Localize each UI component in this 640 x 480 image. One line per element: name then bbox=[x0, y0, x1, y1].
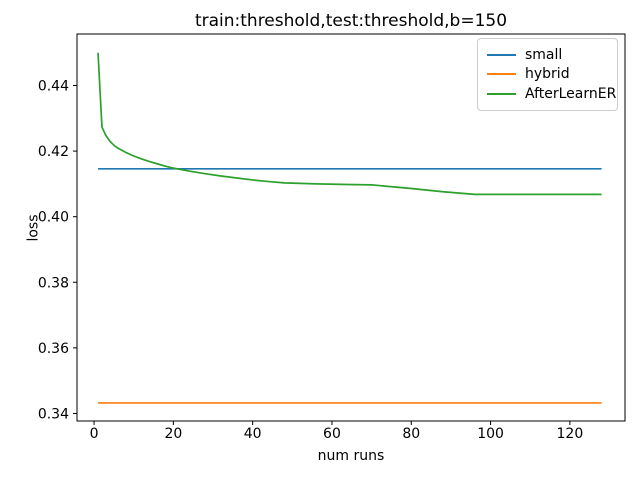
legend-line-sample-hybrid bbox=[487, 73, 516, 76]
legend-label: hybrid bbox=[525, 66, 570, 83]
y-axis-label: loss bbox=[25, 214, 42, 242]
y-tick-label: 0.40 bbox=[38, 210, 69, 226]
series-line-afterlearner bbox=[97, 52, 602, 196]
axis-ticks: 0 20 40 60 80 100 120 0.34 0.36 0.38 0.40 0.42 0.44 bbox=[38, 78, 583, 442]
x-tick-label: 100 bbox=[477, 426, 504, 442]
legend-label: small bbox=[525, 46, 563, 63]
legend-item-afterlearner: AfterLearnER bbox=[487, 84, 616, 104]
chart-title: train:threshold,test:threshold,b=150 bbox=[194, 11, 508, 31]
x-tick-label: 40 bbox=[244, 426, 262, 442]
legend-label: AfterLearnER bbox=[525, 85, 617, 102]
y-tick-label: 0.42 bbox=[38, 144, 69, 160]
x-tick-label: 80 bbox=[402, 426, 420, 442]
y-tick-label: 0.36 bbox=[38, 341, 69, 357]
x-tick-label: 20 bbox=[164, 426, 182, 442]
y-tick-label: 0.34 bbox=[38, 406, 69, 422]
y-tick-label: 0.38 bbox=[38, 275, 69, 291]
legend: small hybrid AfterLearnER bbox=[477, 38, 618, 111]
y-tick-label: 0.44 bbox=[38, 78, 69, 94]
series-lines bbox=[97, 52, 602, 404]
x-tick-label: 0 bbox=[90, 426, 99, 442]
legend-line-sample-afterlearner bbox=[487, 92, 516, 95]
legend-item-small: small bbox=[487, 45, 607, 65]
plot-box bbox=[76, 33, 626, 422]
x-tick-label: 60 bbox=[323, 426, 341, 442]
legend-line-sample-small bbox=[487, 53, 516, 56]
x-axis-label: num runs bbox=[317, 448, 385, 464]
x-tick-label: 120 bbox=[557, 426, 584, 442]
legend-item-hybrid: hybrid bbox=[487, 65, 607, 85]
plot-spines bbox=[76, 33, 626, 422]
